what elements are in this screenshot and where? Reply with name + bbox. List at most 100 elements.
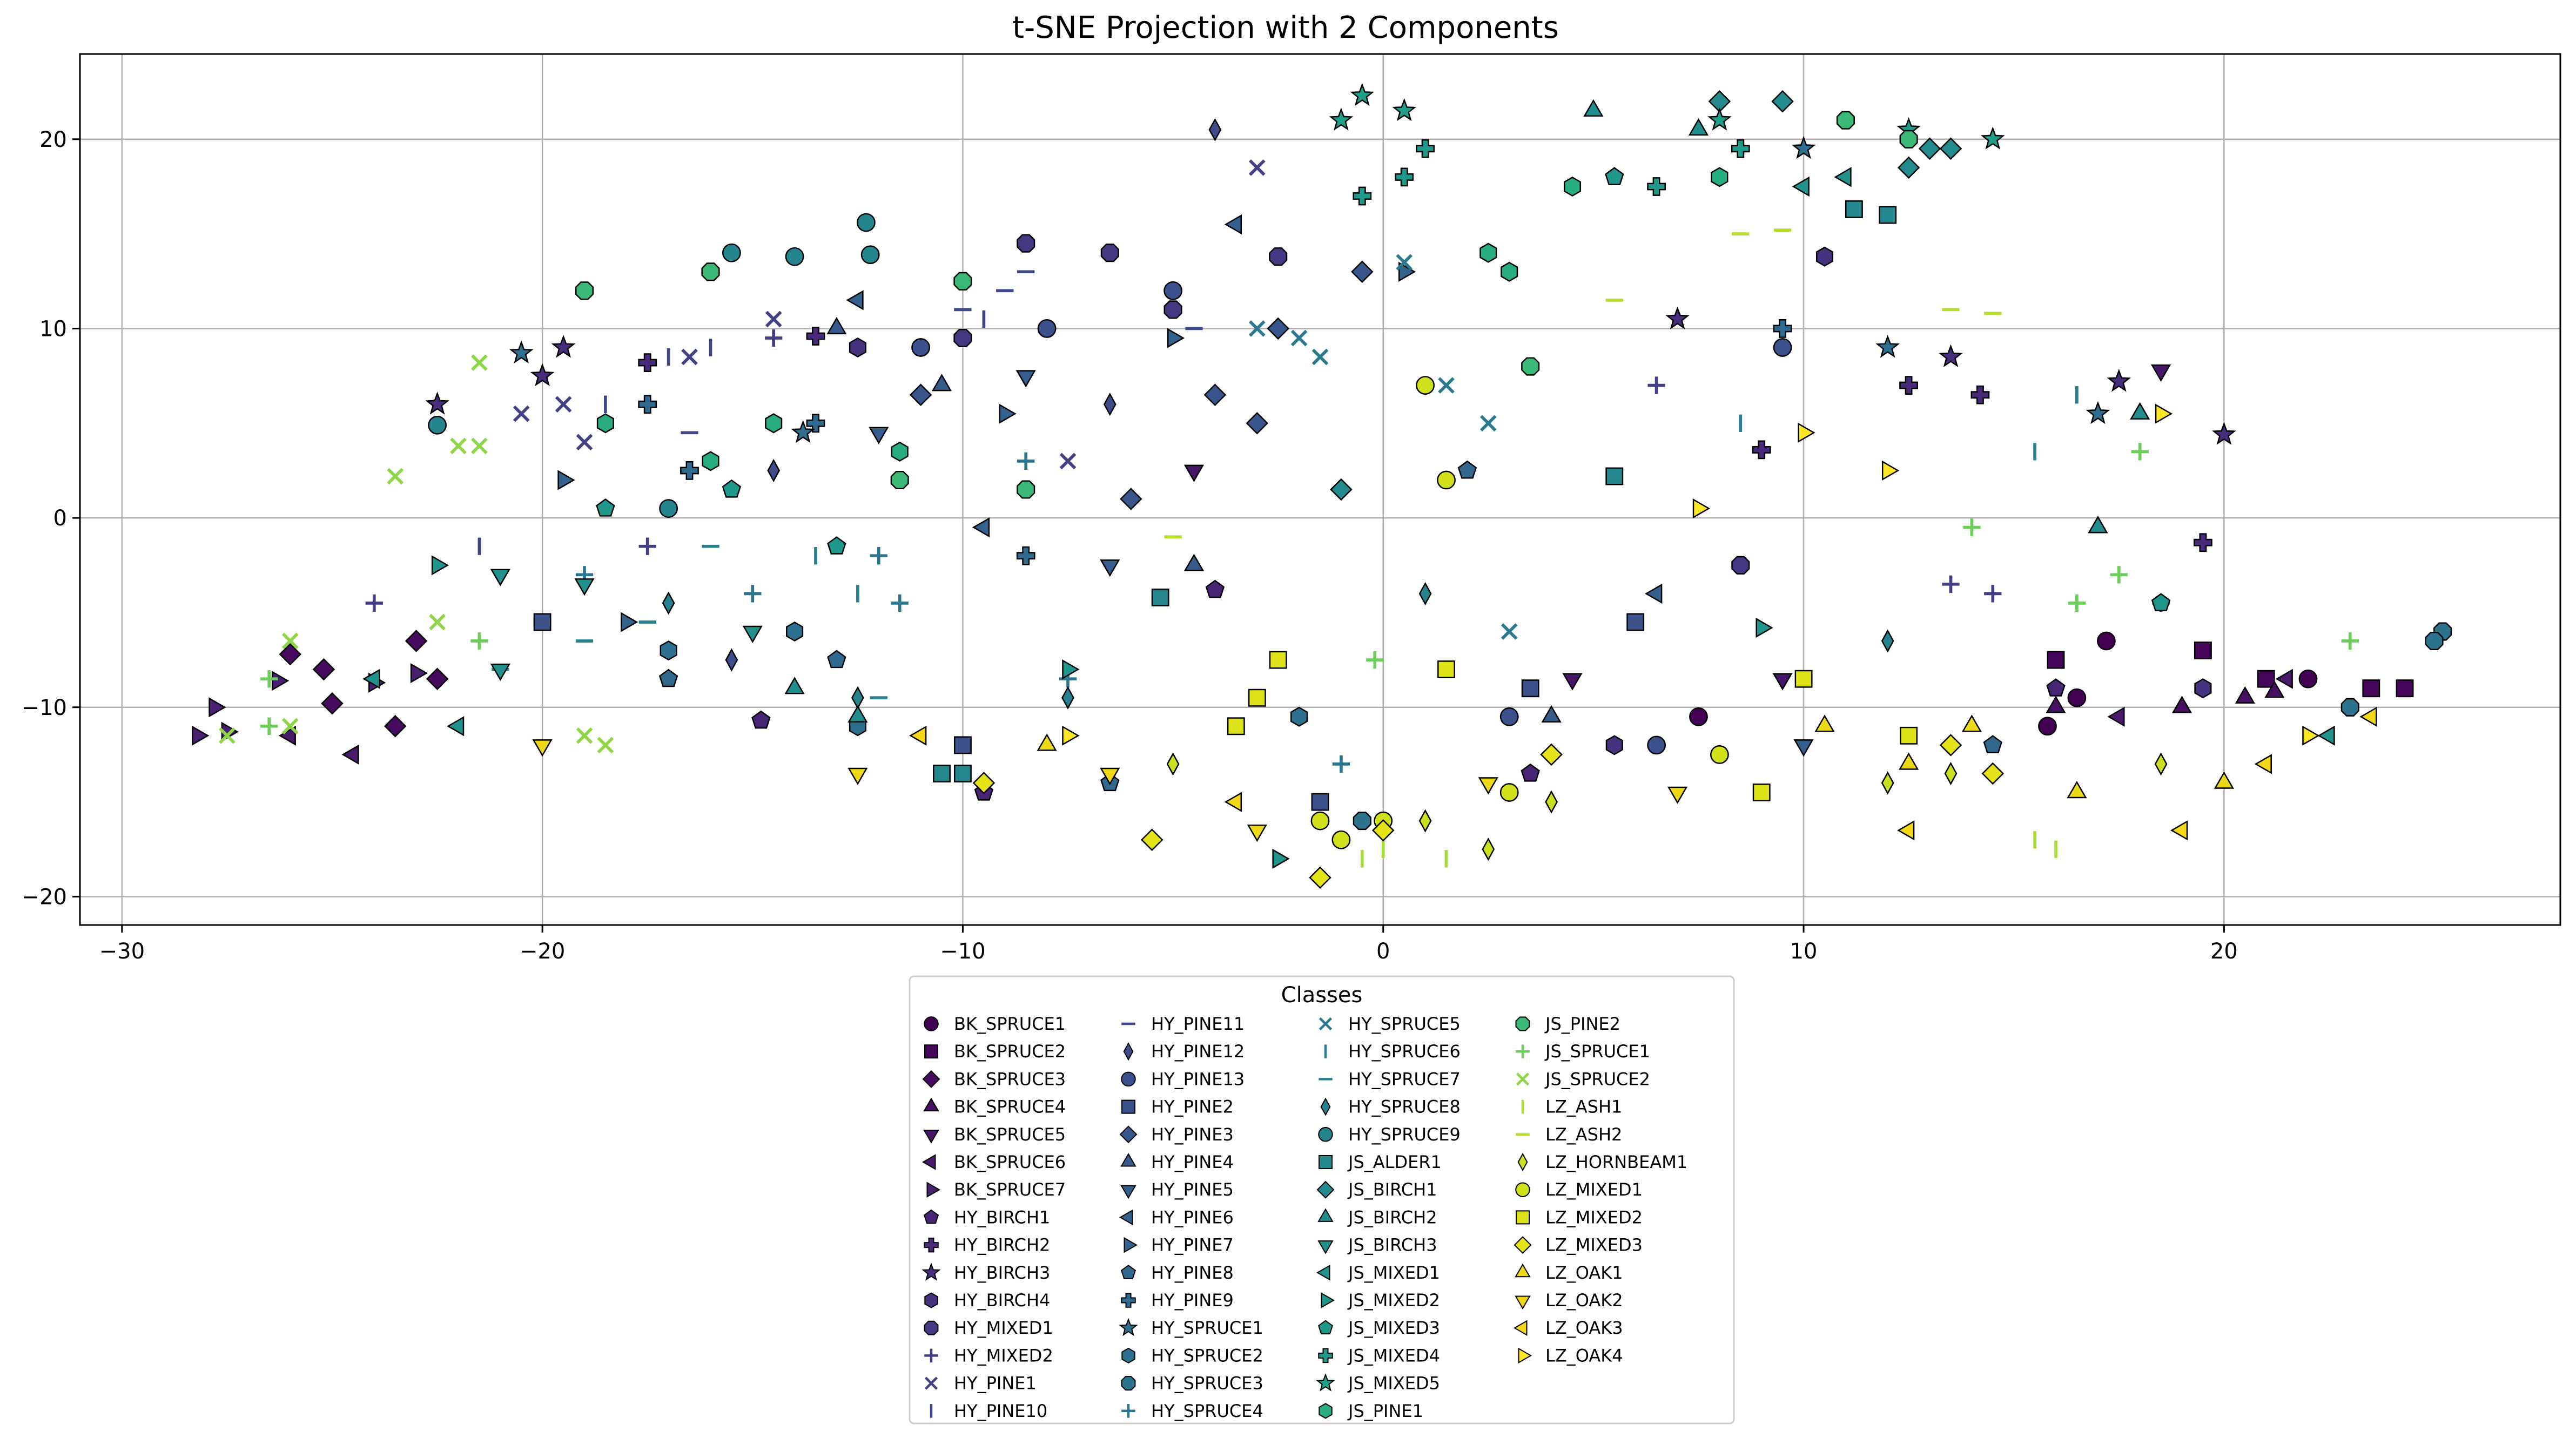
data-point <box>909 725 927 746</box>
data-point <box>260 670 278 688</box>
series-hy-spruce3 <box>1353 622 2452 831</box>
data-point <box>471 354 488 371</box>
data-point <box>1645 583 1663 604</box>
legend-marker <box>924 1237 939 1253</box>
data-point <box>1583 99 1604 117</box>
legend-marker <box>1318 1127 1333 1142</box>
data-point <box>279 643 301 666</box>
data-point <box>621 612 638 632</box>
series-js-alder1 <box>933 200 1897 782</box>
data-point <box>1771 90 1794 113</box>
series-bk-spruce5 <box>1183 364 2171 691</box>
data-point <box>1395 167 1414 187</box>
legend-marker <box>1317 1240 1334 1254</box>
data-point <box>1605 735 1623 755</box>
data-point <box>1269 247 1288 266</box>
data-point <box>1939 344 1963 367</box>
data-point <box>972 772 996 794</box>
data-point <box>1140 828 1163 851</box>
legend-item: HY_SPRUCE9 <box>1318 1124 1461 1145</box>
data-point <box>2068 594 2086 612</box>
data-point <box>1688 118 1709 136</box>
legend-marker <box>1515 1182 1530 1197</box>
data-point <box>1309 866 1331 889</box>
series-hy-birch2 <box>638 327 2212 552</box>
series-hy-pine2 <box>533 613 1645 811</box>
data-point <box>405 630 428 652</box>
series-hy-spruce9 <box>428 213 880 518</box>
legend-item: BK_SPRUCE1 <box>924 1014 1066 1034</box>
data-point <box>953 765 972 782</box>
data-point <box>890 470 909 490</box>
series-hy-pine6 <box>846 214 1663 604</box>
legend-marker <box>922 1263 941 1281</box>
legend-item: HY_SPRUCE2 <box>1121 1345 1263 1366</box>
data-point <box>208 697 226 718</box>
data-point <box>2257 670 2275 688</box>
series-hy-mixed1 <box>953 234 1750 575</box>
data-point <box>1897 156 1920 179</box>
data-point <box>1479 415 1497 432</box>
data-point <box>1791 136 1816 159</box>
data-point <box>1016 546 1035 565</box>
series-lz-mixed1 <box>1310 376 1729 849</box>
legend-marker <box>922 1154 936 1170</box>
series-js-mixed4 <box>1353 139 1750 206</box>
legend-label: HY_PINE13 <box>1151 1069 1245 1089</box>
data-point <box>1792 176 1810 197</box>
data-point <box>1665 306 1690 329</box>
data-point <box>1875 335 1900 358</box>
data-point <box>2046 696 2066 713</box>
data-point <box>2067 688 2087 707</box>
legend-item: JS_ALDER1 <box>1319 1152 1442 1172</box>
data-point <box>1752 784 1771 801</box>
data-point <box>1756 617 1773 638</box>
legend-item: HY_BIRCH2 <box>924 1235 1050 1255</box>
legend-item: JS_SPRUCE2 <box>1516 1069 1650 1089</box>
series-bk-spruce1 <box>1689 631 2318 736</box>
legend-marker <box>924 1348 938 1363</box>
legend-marker <box>1513 1320 1528 1336</box>
data-point <box>281 632 299 650</box>
data-point <box>659 499 678 518</box>
legend-label: HY_PINE3 <box>1151 1124 1234 1145</box>
data-point <box>1183 553 1205 571</box>
series-js-mixed2 <box>431 555 1773 869</box>
legend-item: LZ_OAK3 <box>1513 1318 1623 1338</box>
data-point <box>1521 763 1540 782</box>
legend-item: LZ_MIXED3 <box>1514 1235 1643 1255</box>
grid-lines <box>80 54 2560 925</box>
data-point <box>1540 743 1563 766</box>
data-point <box>1061 686 1074 710</box>
data-point <box>1203 383 1227 406</box>
legend-label: HY_SPRUCE9 <box>1348 1124 1461 1145</box>
data-point <box>767 458 781 482</box>
data-point <box>410 663 428 684</box>
legend-item: HY_BIRCH4 <box>924 1290 1050 1311</box>
data-point <box>1772 673 1793 691</box>
axis-ticks: −30 −20 −10 0 10 20 −20 −10 0 10 20 <box>22 127 2238 964</box>
series-hy-birch1 <box>751 579 2066 801</box>
legend-item: JS_BIRCH1 <box>1316 1179 1437 1200</box>
data-point <box>722 243 741 262</box>
legend-marker <box>1121 1099 1135 1114</box>
series-lz-oak1 <box>1037 714 2234 799</box>
legend-marker <box>1517 1152 1528 1172</box>
legend-item: HY_SPRUCE7 <box>1319 1069 1461 1089</box>
legend-marker <box>1121 1347 1135 1364</box>
data-point <box>1479 242 1497 263</box>
data-point <box>1793 739 1814 757</box>
data-point <box>1707 107 1732 131</box>
data-point <box>848 767 868 785</box>
legend-label: LZ_MIXED3 <box>1545 1235 1643 1255</box>
data-point <box>2107 369 2131 392</box>
data-point <box>1416 139 1435 158</box>
data-point <box>1310 811 1330 831</box>
data-point <box>2170 820 2188 841</box>
data-point <box>341 744 359 765</box>
data-point <box>2151 364 2171 382</box>
legend-marker <box>1319 1403 1333 1419</box>
data-point <box>1371 819 1395 842</box>
data-point <box>2359 706 2377 727</box>
legend-marker <box>1317 1208 1334 1222</box>
